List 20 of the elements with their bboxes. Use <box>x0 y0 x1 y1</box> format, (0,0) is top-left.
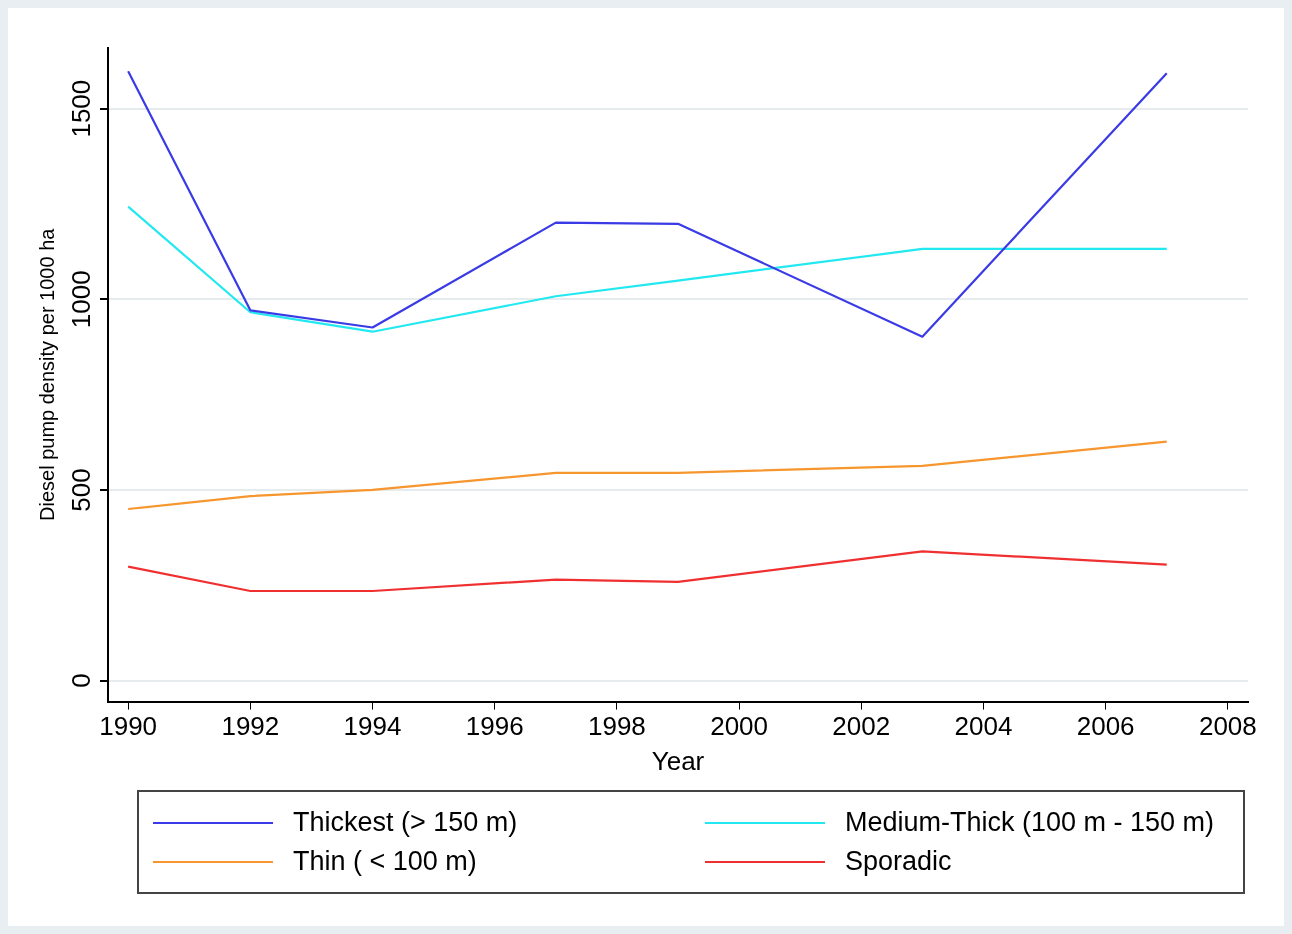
x-tick-label: 2000 <box>710 711 769 742</box>
x-tick-label: 2008 <box>1198 711 1257 742</box>
legend-label: Medium-Thick (100 m - 150 m) <box>845 807 1215 838</box>
x-tick-label: 1992 <box>221 711 280 742</box>
legend-label: Sporadic <box>845 846 952 877</box>
y-axis-title: Diesel pump density per 1000 ha <box>35 227 58 521</box>
x-tick-label: 2002 <box>832 711 891 742</box>
legend-label: Thickest (> 150 m) <box>293 807 518 838</box>
x-tick-label: 1998 <box>587 711 646 742</box>
y-tick-label: 0 <box>66 673 97 688</box>
y-tick-label: 1500 <box>66 79 97 138</box>
legend-label: Thin ( < 100 m) <box>293 846 477 877</box>
x-tick-label: 1996 <box>465 711 524 742</box>
x-tick-label: 2004 <box>954 711 1013 742</box>
x-tick-label: 2006 <box>1076 711 1135 742</box>
y-tick-label: 500 <box>66 468 97 512</box>
x-axis-title: Year <box>651 745 705 776</box>
x-tick-label: 1990 <box>99 711 158 742</box>
y-tick-label: 1000 <box>66 270 97 329</box>
x-tick-label: 1994 <box>343 711 402 742</box>
